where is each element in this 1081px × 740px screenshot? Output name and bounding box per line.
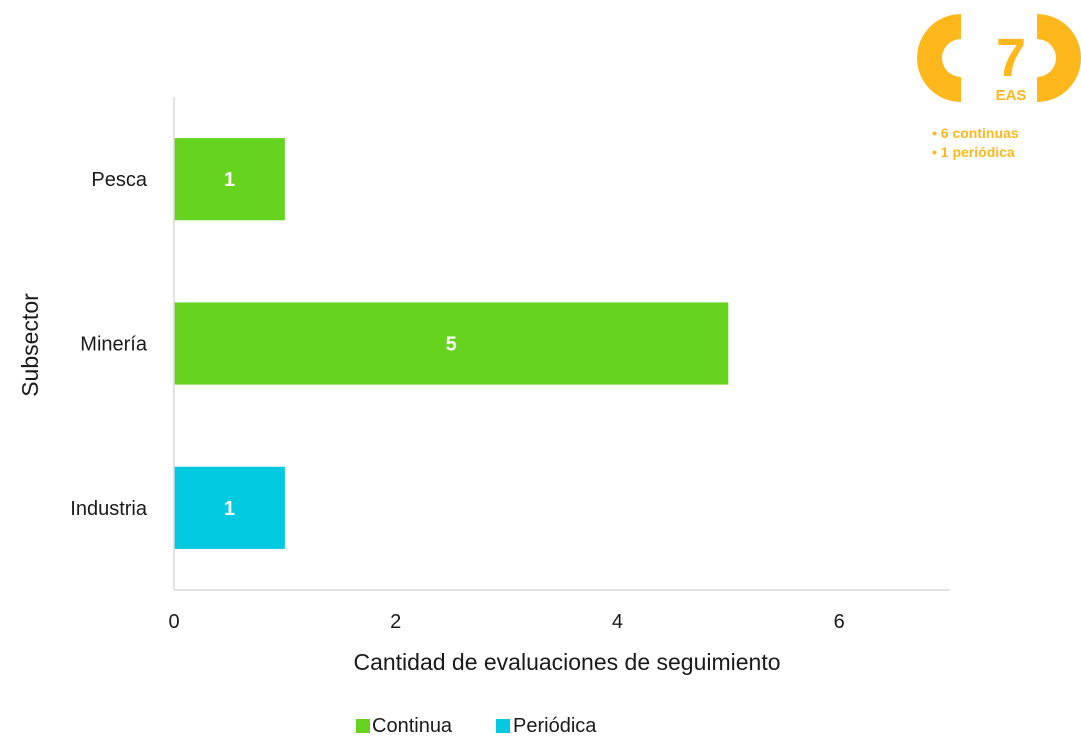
category-label: Industria [70,498,148,520]
y-axis-title: Subsector [17,293,43,397]
x-tick-label: 6 [834,611,845,633]
legend-label: Periódica [513,715,597,737]
x-tick-label: 0 [168,611,179,633]
badge-item-continuas: • 6 continuas [932,125,1019,141]
legend: Continua Periódica [356,715,597,737]
x-tick-label: 2 [390,611,401,633]
legend-swatch [356,719,370,733]
summary-badge: 7 EAS • 6 continuas • 1 periódica [917,14,1081,160]
badge-unit: EAS [996,87,1027,104]
x-tick-labels: 0 2 4 6 [168,611,844,633]
data-labels: 1 5 1 [224,169,457,520]
bar-value-label: 1 [224,498,235,520]
legend-swatch [496,719,510,733]
right-bracket-shape [1037,14,1081,102]
x-axis-title: Cantidad de evaluaciones de seguimiento [353,649,780,675]
bar-value-label: 5 [446,334,457,356]
badge-item-periodica: • 1 periódica [932,144,1015,160]
category-label: Pesca [91,169,147,191]
bar-continua [174,302,729,385]
category-label: Minería [80,334,148,356]
left-bracket-shape [917,14,961,102]
bar-periódica [174,466,285,549]
legend-label: Continua [372,715,453,737]
bar-continua [174,138,285,221]
bars-layer [174,138,729,549]
bar-value-label: 1 [224,169,235,191]
x-tick-label: 4 [612,611,623,633]
category-labels: Pesca Minería Industria [70,169,148,520]
badge-number: 7 [996,28,1026,88]
